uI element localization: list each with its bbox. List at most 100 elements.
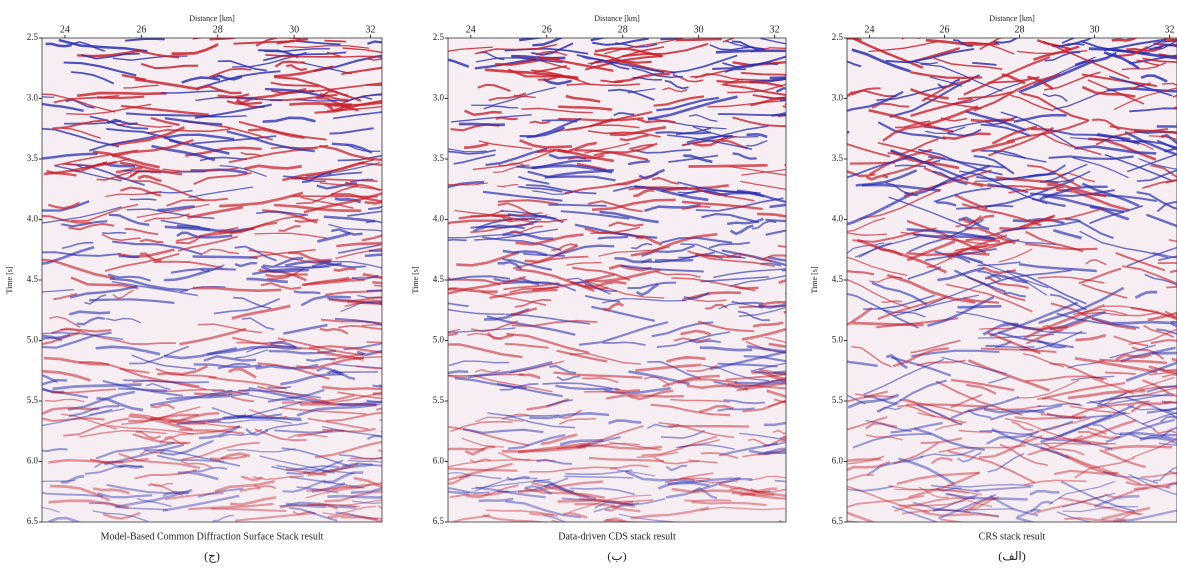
seismic-event xyxy=(847,460,891,472)
seismic-event xyxy=(311,482,346,493)
seismic-event xyxy=(627,160,650,166)
seismic-event xyxy=(126,208,215,220)
seismic-event xyxy=(638,168,665,180)
seismic-event xyxy=(660,429,705,440)
seismic-event xyxy=(128,345,189,365)
seismic-event xyxy=(546,399,573,407)
seismic-event xyxy=(718,442,779,457)
seismic-event xyxy=(1030,127,1053,132)
seismic-event xyxy=(783,310,786,314)
seismic-event xyxy=(1156,328,1177,336)
seismic-event xyxy=(888,484,969,494)
seismic-event xyxy=(984,273,1028,284)
seismic-event xyxy=(847,457,881,462)
seismic-event xyxy=(923,511,1000,518)
seismic-event xyxy=(767,256,786,262)
y-tick-label: 5.5 xyxy=(27,395,39,405)
seismic-event xyxy=(270,144,329,149)
seismic-event xyxy=(958,429,992,434)
seismic-texture xyxy=(42,38,382,522)
x-tick-label: 30 xyxy=(694,24,704,35)
seismic-event xyxy=(671,277,756,292)
y-tick-label: 2.5 xyxy=(832,32,844,42)
seismic-event xyxy=(162,167,239,173)
seismic-event xyxy=(722,62,779,68)
seismic-event xyxy=(179,327,247,346)
seismic-event xyxy=(448,458,531,468)
seismic-event xyxy=(285,468,311,475)
seismic-event xyxy=(619,134,649,142)
seismic-event xyxy=(294,218,319,223)
seismic-event xyxy=(474,228,559,241)
seismic-event xyxy=(262,256,304,269)
y-tick-label: 3.0 xyxy=(832,93,844,103)
x-tick-label: 28 xyxy=(618,24,628,35)
seismic-event xyxy=(692,487,718,500)
seismic-event xyxy=(293,290,321,295)
seismic-event xyxy=(1161,373,1177,378)
seismic-event xyxy=(483,105,519,110)
seismic-event xyxy=(1062,492,1116,508)
seismic-event xyxy=(924,105,979,127)
seismic-event xyxy=(1065,454,1142,486)
y-tick-label: 5.0 xyxy=(832,335,844,345)
seismic-event xyxy=(42,406,99,416)
seismic-event xyxy=(160,90,224,94)
seismic-event xyxy=(847,474,874,481)
seismic-event xyxy=(594,501,640,509)
seismic-event xyxy=(61,220,108,228)
seismic-event xyxy=(965,226,1016,245)
seismic-event xyxy=(774,479,786,483)
seismic-event xyxy=(934,421,967,431)
seismic-event xyxy=(458,214,511,220)
seismic-event xyxy=(350,178,374,183)
seismic-event xyxy=(590,38,611,42)
seismic-event xyxy=(604,500,634,512)
seismic-event xyxy=(448,308,505,315)
seismic-event xyxy=(207,419,292,424)
seismic-event xyxy=(44,398,85,403)
seismic-event xyxy=(677,181,761,195)
seismic-event xyxy=(314,99,382,114)
seismic-event xyxy=(893,499,966,512)
seismic-event xyxy=(955,215,982,228)
seismic-event xyxy=(847,395,866,405)
seismic-event xyxy=(1042,40,1130,80)
seismic-event xyxy=(239,487,261,492)
seismic-event xyxy=(335,247,382,260)
seismic-event xyxy=(1158,255,1177,261)
seismic-event xyxy=(558,105,613,111)
seismic-event xyxy=(876,379,947,413)
seismic-event xyxy=(102,511,141,520)
seismic-event xyxy=(987,331,1041,355)
seismic-event xyxy=(129,198,157,201)
seismic-event xyxy=(355,365,382,370)
seismic-event xyxy=(896,471,980,486)
seismic-event xyxy=(192,466,228,473)
seismic-event xyxy=(42,96,55,98)
seismic-event xyxy=(1040,132,1102,156)
seismic-event xyxy=(527,170,616,182)
seismic-event xyxy=(913,427,985,452)
seismic-event xyxy=(724,68,746,74)
seismic-event xyxy=(760,38,786,45)
seismic-event xyxy=(993,151,1047,163)
seismic-event xyxy=(847,393,900,409)
seismic-event xyxy=(683,154,713,164)
seismic-event xyxy=(974,485,1032,492)
seismic-event xyxy=(620,264,704,273)
seismic-event xyxy=(1042,194,1125,214)
seismic-event xyxy=(364,253,382,258)
x-tick-label: 30 xyxy=(1090,24,1100,35)
seismic-event xyxy=(726,252,772,262)
seismic-event xyxy=(475,43,557,55)
seismic-event xyxy=(715,49,786,54)
seismic-event xyxy=(1159,415,1177,423)
seismic-event xyxy=(1081,311,1160,317)
seismic-event xyxy=(651,176,679,185)
seismic-event xyxy=(885,47,975,64)
seismic-event xyxy=(921,79,971,102)
seismic-event xyxy=(678,439,720,449)
seismic-event xyxy=(847,455,885,465)
seismic-event xyxy=(448,472,470,476)
